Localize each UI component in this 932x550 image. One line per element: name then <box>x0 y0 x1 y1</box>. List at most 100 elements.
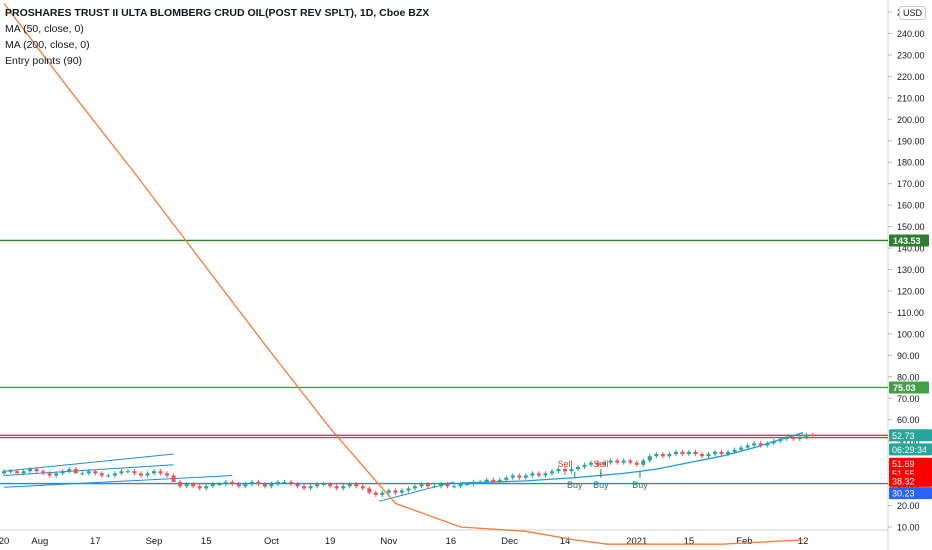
candle-body <box>302 486 307 489</box>
candle-body <box>706 454 711 457</box>
y-tick-label: 180.00 <box>897 158 925 168</box>
candle-body <box>804 434 809 437</box>
candle-body <box>41 471 46 474</box>
y-tick-label: 220.00 <box>897 72 925 82</box>
x-tick-label: 17 <box>90 536 101 547</box>
candle-body <box>445 484 450 487</box>
candle-body <box>510 475 515 478</box>
candle-body <box>204 486 209 489</box>
buy-signal-label: Buy <box>632 480 648 490</box>
x-tick-label: 19 <box>325 536 336 547</box>
candle-body <box>60 471 65 474</box>
candle-body <box>615 460 620 463</box>
candle-body <box>93 471 98 474</box>
candle-body <box>373 492 378 495</box>
candle-body <box>641 460 646 465</box>
candle-body <box>726 451 731 455</box>
candle-body <box>295 484 300 487</box>
candle-body <box>138 473 143 476</box>
candle-body <box>275 481 280 485</box>
candle-body <box>269 484 274 487</box>
entry-points-label[interactable]: Entry points (90) <box>5 55 83 67</box>
trendline <box>3 475 233 488</box>
candle-body <box>778 439 783 442</box>
candle-body <box>236 484 241 487</box>
candle-body <box>693 451 698 455</box>
price-badge <box>889 443 932 456</box>
candle-body <box>132 471 137 474</box>
candle-body <box>47 473 52 476</box>
candle-body <box>576 466 581 470</box>
candle-body <box>328 484 333 487</box>
price-badge <box>889 474 932 487</box>
x-tick-label: Aug <box>31 536 48 547</box>
candle-body <box>739 447 744 450</box>
candle-body <box>119 471 124 474</box>
candle-body <box>426 484 430 487</box>
x-tick-label: 15 <box>684 536 695 547</box>
candle-body <box>419 484 424 487</box>
ma50-line <box>460 431 804 484</box>
candle-body <box>171 475 176 482</box>
price-badge <box>889 487 932 500</box>
candle-body <box>602 462 607 465</box>
candle-body <box>608 460 613 463</box>
y-tick-label: 160.00 <box>897 201 925 211</box>
candle-body <box>589 462 594 465</box>
trendline <box>3 453 174 472</box>
ma50-label[interactable]: MA (50, close, 0) <box>5 23 84 35</box>
y-tick-label: 120.00 <box>897 286 925 296</box>
candle-body <box>634 462 639 465</box>
candle-body <box>334 486 339 489</box>
candle-body <box>595 462 600 465</box>
y-tick-label: 70.00 <box>897 394 920 404</box>
x-tick-label: 15 <box>201 536 212 547</box>
candle-body <box>393 490 398 493</box>
candle-body <box>380 492 385 495</box>
candle-body <box>197 486 202 489</box>
candle-body <box>191 484 196 487</box>
y-tick-label: 10.00 <box>897 523 920 533</box>
y-tick-label: 170.00 <box>897 179 925 189</box>
candle-body <box>680 451 685 455</box>
level-price-badge <box>889 234 929 247</box>
x-tick-label: 20 <box>0 536 9 547</box>
sell-signal-label: Sell <box>557 459 572 469</box>
candle-body <box>432 486 437 488</box>
candle-body <box>360 486 365 489</box>
y-tick-label: 200.00 <box>897 115 925 125</box>
candle-body <box>745 445 750 448</box>
candle-body <box>15 471 20 474</box>
candle-body <box>758 443 763 446</box>
candle-body <box>321 484 326 486</box>
candle-body <box>719 451 724 455</box>
candle-body <box>28 469 33 472</box>
y-tick-label: 80.00 <box>897 372 920 382</box>
price-badge <box>889 457 932 470</box>
level-price-label: 75.03 <box>893 383 916 393</box>
candle-body <box>549 471 554 474</box>
y-tick-label: 100.00 <box>897 329 925 339</box>
candle-body <box>458 484 463 487</box>
currency-label[interactable]: USD <box>898 6 926 20</box>
ma200-label[interactable]: MA (200, close, 0) <box>5 39 90 51</box>
candle-body <box>152 471 157 474</box>
x-tick-label: 16 <box>446 536 457 547</box>
ma200-line <box>3 3 804 545</box>
candle-body <box>771 441 776 444</box>
x-tick-label: 12 <box>798 536 809 547</box>
candle-body <box>660 454 665 457</box>
candle-body <box>504 477 509 480</box>
candle-body <box>386 490 391 493</box>
candle-body <box>80 473 85 475</box>
y-tick-label: 60.00 <box>897 415 920 425</box>
candle-body <box>556 469 561 472</box>
candle-body <box>686 451 691 455</box>
symbol-title[interactable]: PROSHARES TRUST II ULTA BLOMBERG CRUD OI… <box>5 7 430 19</box>
candle-body <box>582 464 587 467</box>
candle-body <box>54 473 59 476</box>
candle-body <box>262 484 267 487</box>
candle-body <box>341 486 346 489</box>
candle-body <box>354 484 359 487</box>
